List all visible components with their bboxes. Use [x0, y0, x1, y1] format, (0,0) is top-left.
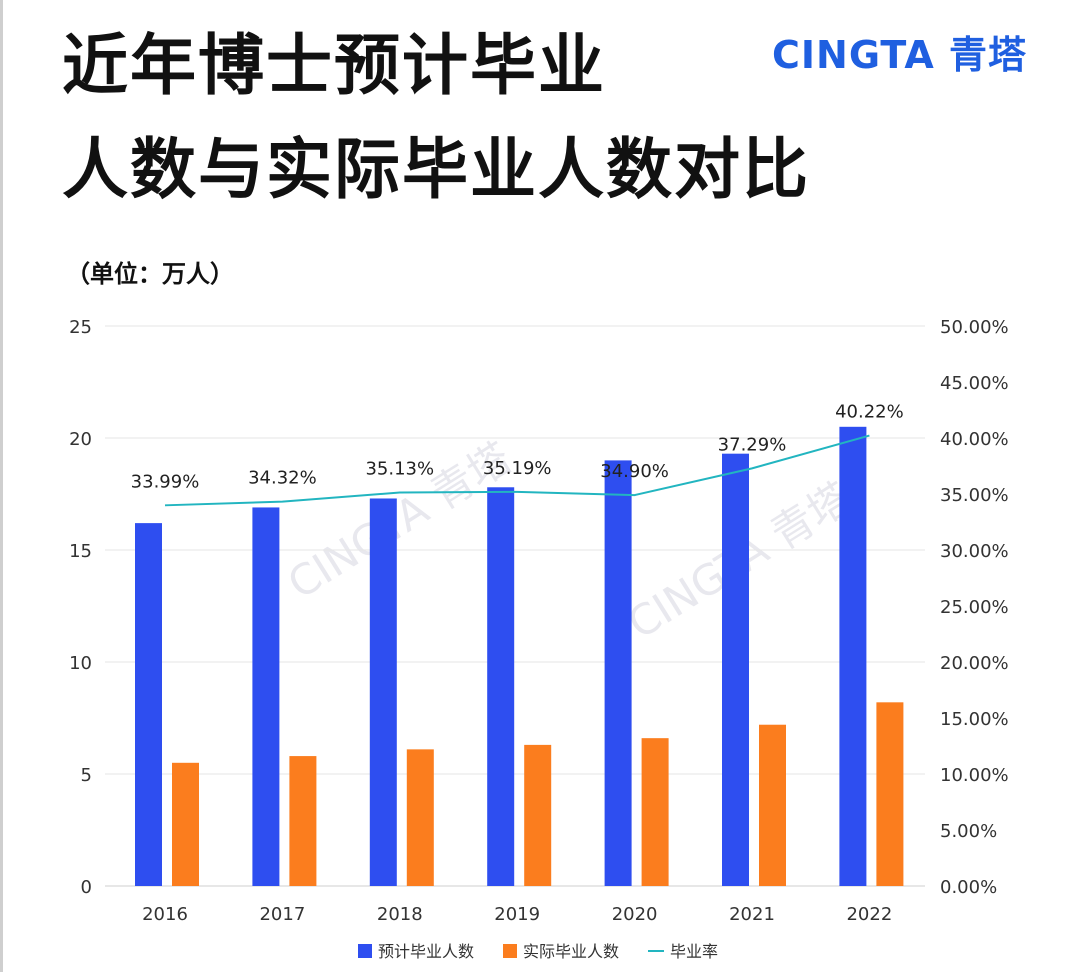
left-edge-rule — [0, 0, 3, 972]
right-tick-label: 30.00% — [940, 541, 1009, 562]
x-tick-label: 2022 — [846, 904, 892, 925]
right-tick-label: 35.00% — [940, 485, 1009, 506]
rate-line-layer: 33.99% 34.32% 35.13% 35.19% 34.90% 37.29% 40.2… — [131, 402, 904, 507]
x-tick-label: 2021 — [729, 904, 775, 925]
bar-layer — [135, 426, 904, 886]
bar-actual-graduates — [876, 702, 904, 886]
bar-expected-graduates — [604, 460, 632, 886]
bar-expected-graduates — [487, 487, 515, 886]
bar-actual-graduates — [289, 756, 317, 886]
x-tick-label: 2017 — [259, 904, 305, 925]
left-tick-label: 20 — [69, 429, 92, 450]
bar-actual-graduates — [524, 744, 552, 886]
legend-label-actual: 实际毕业人数 — [523, 942, 619, 961]
x-tick-label: 2019 — [494, 904, 540, 925]
right-tick-label: 50.00% — [940, 317, 1009, 338]
bar-expected-graduates — [839, 426, 867, 886]
right-tick-label: 45.00% — [940, 373, 1009, 394]
right-tick-label: 10.00% — [940, 765, 1009, 786]
page-title: 近年博士预计毕业 人数与实际毕业人数对比 — [62, 14, 810, 222]
unit-label: （单位：万人） — [66, 260, 234, 288]
legend: 预计毕业人数 实际毕业人数 毕业率 — [358, 942, 718, 961]
grid-lines — [105, 325, 925, 887]
x-tick-label: 2016 — [142, 904, 188, 925]
rate-data-label: 37.29% — [718, 434, 787, 455]
x-tick-label: 2018 — [377, 904, 423, 925]
right-tick-label: 40.00% — [940, 429, 1009, 450]
legend-swatch-expected — [358, 944, 372, 958]
bar-expected-graduates — [722, 453, 749, 886]
bar-actual-graduates — [172, 762, 199, 886]
title-line-2: 人数与实际毕业人数对比 — [62, 131, 810, 208]
brand-logo: CINGTA 青塔 — [772, 33, 1027, 77]
right-tick-label: 5.00% — [940, 821, 997, 842]
legend-swatch-actual — [503, 944, 517, 958]
left-tick-label: 5 — [81, 765, 92, 786]
right-tick-label: 0.00% — [940, 877, 997, 898]
legend-label-rate: 毕业率 — [670, 942, 718, 961]
left-tick-label: 15 — [69, 541, 92, 562]
rate-data-label: 35.13% — [365, 459, 434, 480]
bar-expected-graduates — [252, 507, 280, 886]
rate-data-label: 35.19% — [483, 458, 552, 479]
right-tick-label: 20.00% — [940, 653, 1009, 674]
rate-data-label: 40.22% — [835, 402, 904, 423]
bar-expected-graduates — [135, 523, 162, 886]
bar-expected-graduates — [369, 498, 397, 886]
left-axis: 0 5 10 15 20 25 — [69, 317, 92, 898]
bar-actual-graduates — [406, 749, 434, 886]
rate-data-label: 34.90% — [600, 461, 669, 482]
right-tick-label: 25.00% — [940, 597, 1009, 618]
left-tick-label: 25 — [69, 317, 92, 338]
graduation-rate-line — [164, 434, 870, 507]
rate-data-label: 33.99% — [131, 471, 200, 492]
bar-actual-graduates — [641, 738, 669, 886]
right-tick-label: 15.00% — [940, 709, 1009, 730]
x-tick-label: 2020 — [612, 904, 658, 925]
left-tick-label: 10 — [69, 653, 92, 674]
title-line-1: 近年博士预计毕业 — [62, 27, 606, 104]
bar-actual-graduates — [759, 724, 786, 886]
right-axis: 0.00% 5.00% 10.00% 15.00% 20.00% 25.00% 30.00%… — [940, 317, 1009, 898]
left-tick-label: 0 — [81, 877, 92, 898]
legend-label-expected: 预计毕业人数 — [378, 942, 474, 961]
x-axis: 2016 2017 2018 2019 2020 2021 2022 — [142, 904, 892, 925]
rate-data-label: 34.32% — [248, 468, 317, 489]
